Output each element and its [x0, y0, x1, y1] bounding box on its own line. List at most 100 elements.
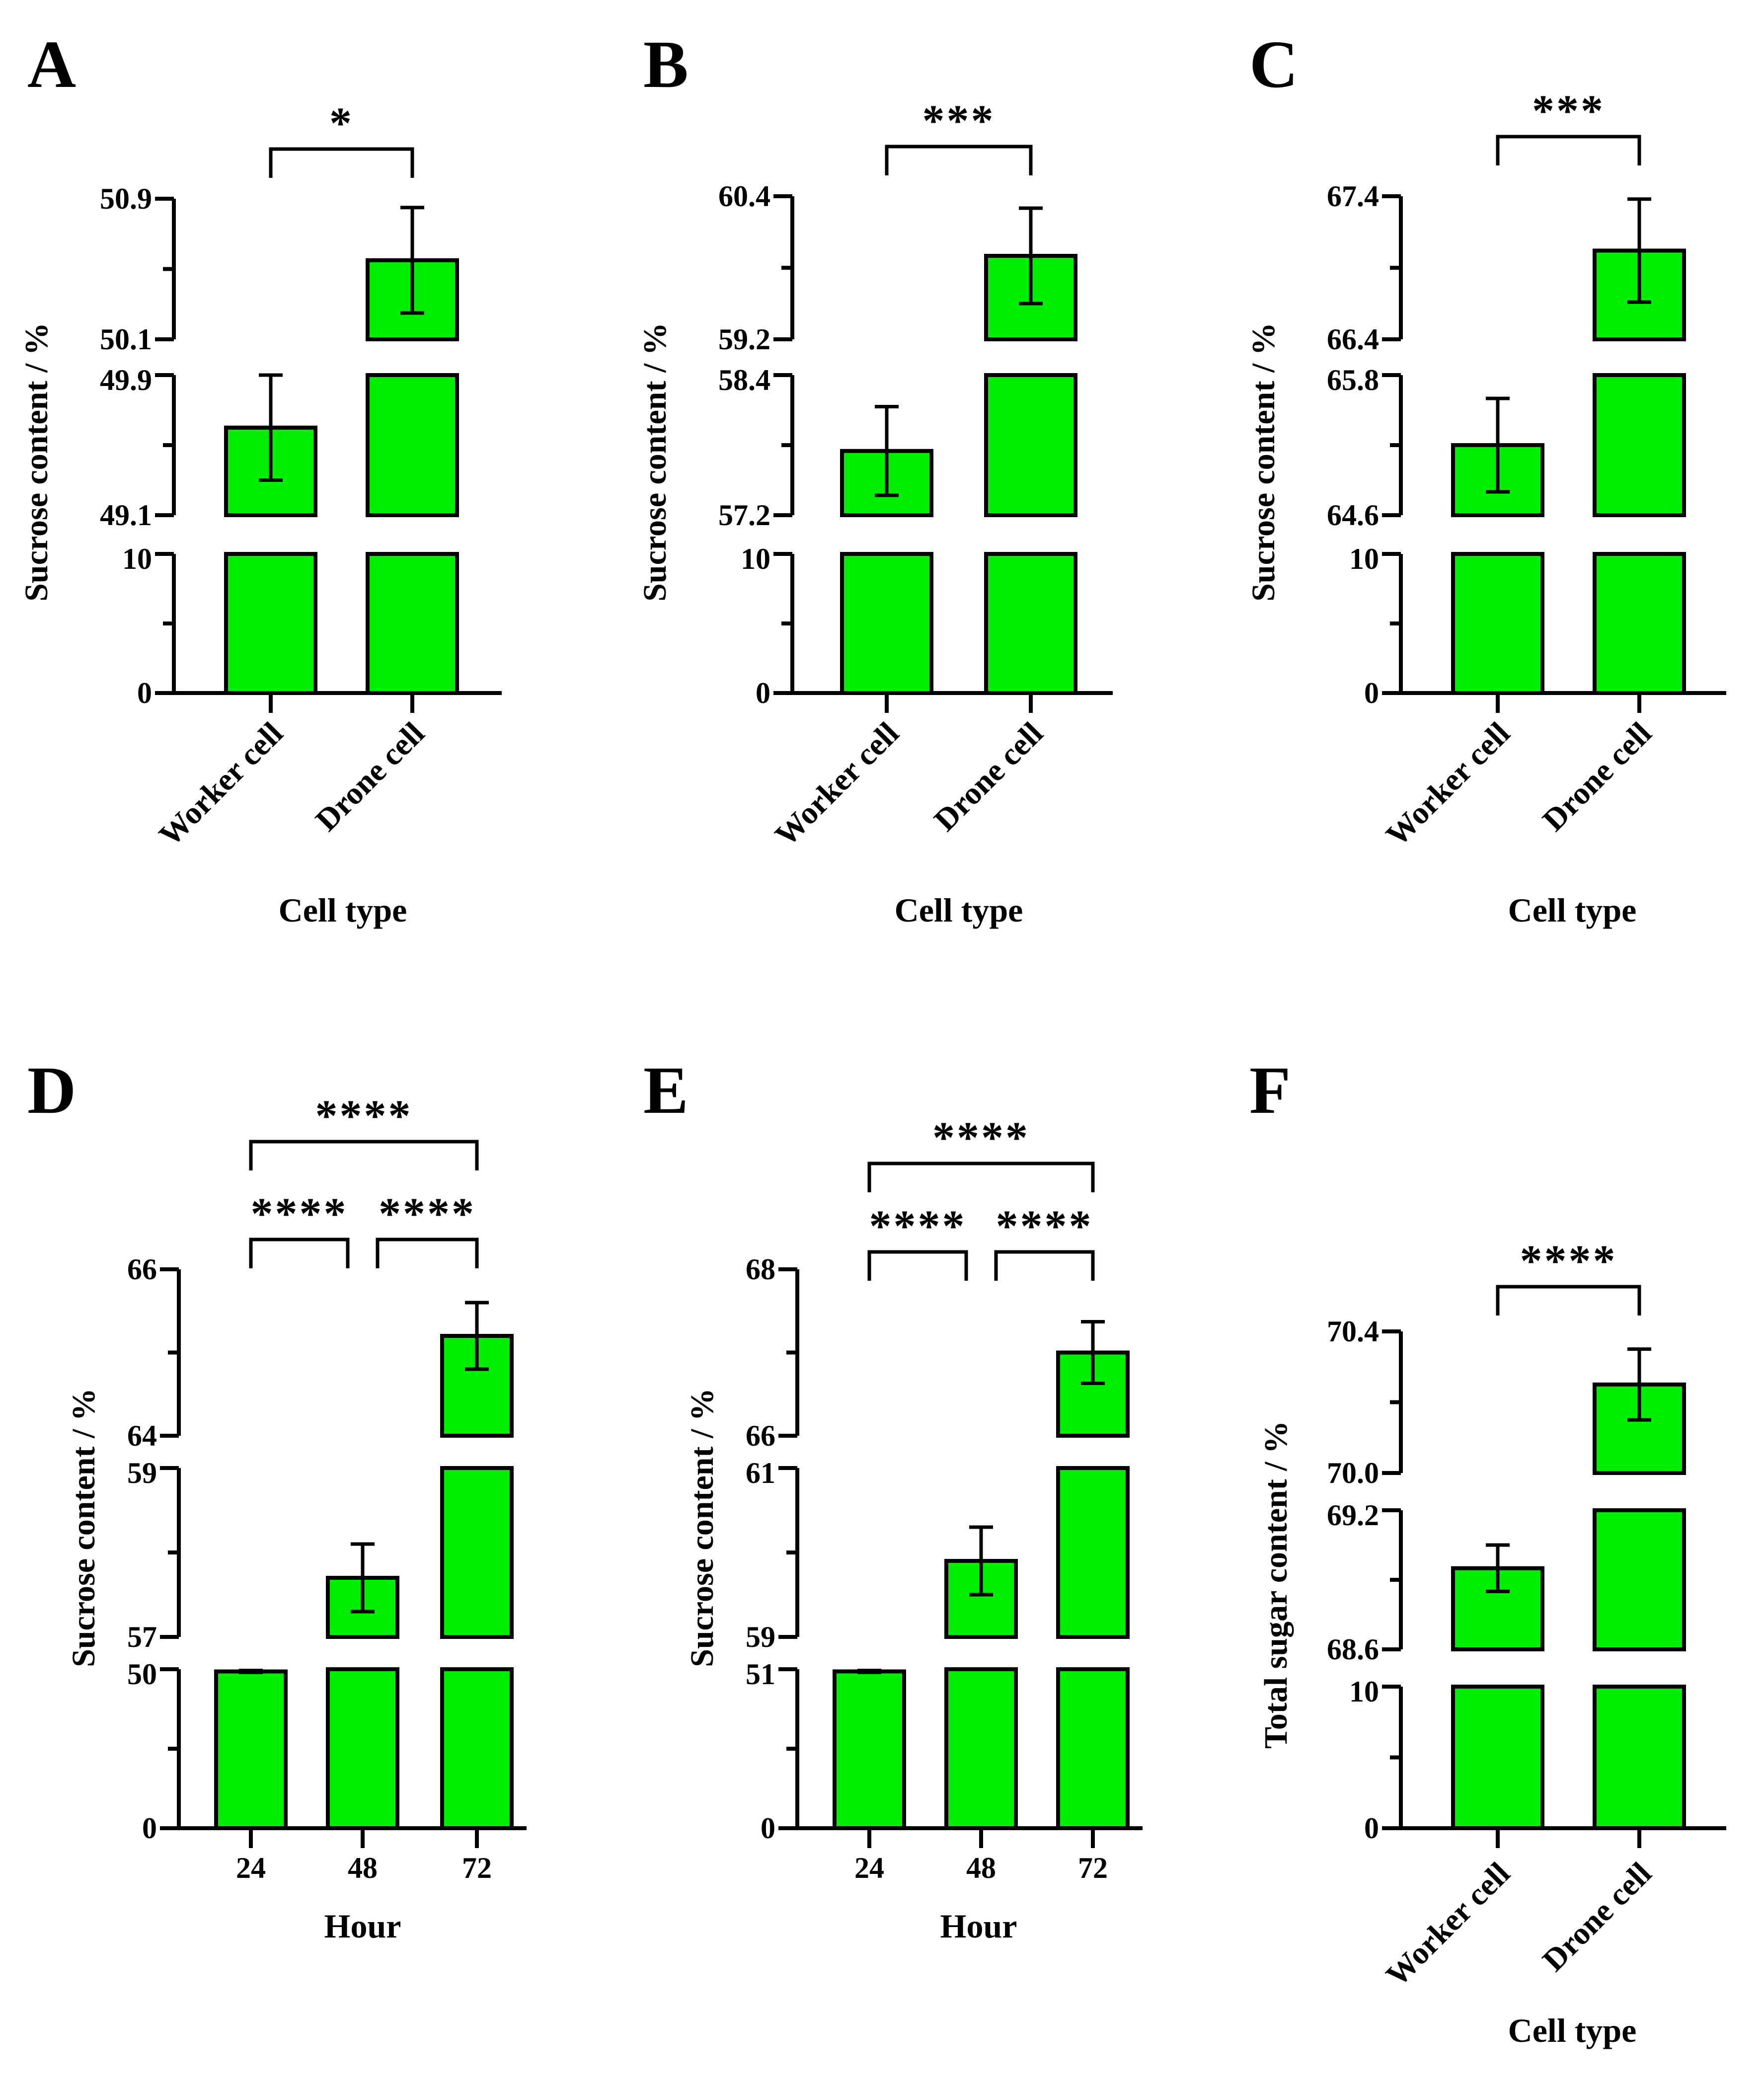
x-axis-title: Hour [940, 1907, 1017, 1945]
panel-letter: A [27, 27, 76, 102]
bar-gap [1450, 517, 1545, 552]
bar-gap [1592, 517, 1687, 552]
x-tick-label: 24 [854, 1852, 884, 1884]
significance-label: **** [996, 1202, 1093, 1251]
y-tick-label: 65.8 [1327, 364, 1379, 396]
panel-f: F 0 10 68.6 69.2 70.0 70.4 Worker cell Drone cel… [1249, 1053, 1726, 2049]
x-tick-label: Drone cell [927, 715, 1050, 838]
y-tick-label: 0 [1364, 1812, 1379, 1845]
panel-letter: E [643, 1053, 689, 1128]
y-axis-title: Total sugar content / % [1258, 1421, 1294, 1749]
y-axis: 0 10 68.6 69.2 70.0 70.4 [1327, 1315, 1403, 1845]
y-tick-label: 10 [741, 542, 770, 575]
y-tick-label: 68 [746, 1253, 775, 1286]
significance-bracket: **** [994, 1202, 1095, 1281]
x-axis-title: Hour [324, 1907, 401, 1945]
y-tick-label: 70.0 [1327, 1457, 1379, 1489]
x-tick-label: 72 [1078, 1852, 1108, 1884]
y-tick-label: 0 [756, 677, 770, 709]
significance: *** [1496, 86, 1641, 165]
bar-1 [840, 552, 933, 695]
bar-gap [839, 517, 934, 552]
error-bar [857, 1669, 881, 1674]
y-axis: 0 10 64.6 65.8 66.4 67.4 [1327, 180, 1403, 709]
x-categories: 24 48 72 [236, 1828, 492, 1884]
bars [1450, 197, 1687, 695]
bar-gap [1592, 1651, 1687, 1685]
y-tick-label: 70.4 [1327, 1315, 1379, 1348]
bracket-line [376, 1238, 479, 1268]
significance: **** [1496, 1237, 1641, 1316]
y-tick-label: 10 [1349, 542, 1379, 575]
y-tick-label: 57.2 [718, 499, 770, 532]
significance-bracket: **** [867, 1202, 968, 1281]
x-categories: Worker cell Drone cell [768, 693, 1050, 853]
significance-label: *** [922, 96, 996, 146]
significance-bracket: **** [376, 1189, 479, 1268]
y-tick-label: 64 [127, 1419, 157, 1452]
significance-bracket: *** [885, 96, 1033, 175]
y-tick-label: 10 [1349, 1675, 1379, 1708]
bracket-line [1496, 135, 1641, 165]
y-tick-label: 50 [127, 1658, 157, 1691]
significance-label: *** [1532, 86, 1605, 136]
error-bar [1486, 396, 1510, 494]
bars [839, 206, 1078, 695]
y-tick-label: 59 [746, 1621, 775, 1653]
bracket-line [885, 145, 1033, 175]
significance-label: **** [1520, 1237, 1617, 1286]
y-tick-label: 10 [122, 542, 152, 575]
bar-gap [943, 1639, 1019, 1667]
x-tick-label: 48 [348, 1852, 378, 1884]
bar-2 [326, 1667, 399, 1830]
significance-bracket: **** [867, 1113, 1095, 1192]
y-tick-label: 61 [746, 1457, 775, 1489]
error-bar [1081, 1320, 1105, 1385]
y-axis-title: Sucrose content / % [684, 1388, 720, 1667]
bars [214, 1301, 515, 1830]
significance-label: **** [932, 1113, 1030, 1162]
bracket-line [269, 147, 414, 178]
x-axis-title: Cell type [1508, 891, 1637, 929]
x-tick-label: Worker cell [1379, 1856, 1517, 1993]
bar-gap [439, 1639, 515, 1667]
panel-b: B 0 10 57.2 58.4 59.2 60.4 Worker cell Drone cel… [637, 27, 1113, 929]
y-tick-label: 59 [127, 1457, 157, 1489]
y-tick-label: 57 [127, 1621, 157, 1653]
y-axis: 0 50 57 59 64 66 [127, 1253, 181, 1845]
panel-e: E 0 51 59 61 66 68 24 48 72 Hour Sucrose content / … [643, 1053, 1143, 1945]
y-tick-label: 51 [746, 1658, 775, 1691]
bar-1 [224, 552, 317, 695]
bar-gap [1592, 341, 1687, 373]
significance-bracket: **** [249, 1189, 350, 1268]
bar-3 [440, 1466, 514, 1639]
panel-letter: F [1249, 1053, 1291, 1128]
bar-gap [1450, 1651, 1545, 1685]
x-tick-label: 72 [462, 1852, 492, 1884]
error-bar [1019, 206, 1043, 306]
x-axis-title: Cell type [895, 891, 1023, 929]
x-tick-label: 24 [236, 1852, 266, 1884]
bracket-line [867, 1250, 968, 1281]
x-tick-label: Drone cell [308, 715, 431, 838]
x-tick-label: 48 [966, 1852, 996, 1884]
significance-label: **** [251, 1189, 348, 1239]
bar-gap [1592, 1475, 1687, 1508]
bracket-line [1496, 1285, 1641, 1316]
bar-gap [325, 1639, 400, 1667]
bar-1 [1451, 1685, 1544, 1830]
bar-3 [440, 1667, 514, 1830]
bar-2 [984, 373, 1077, 517]
error-bar [239, 1669, 263, 1674]
bar-2 [1593, 1508, 1686, 1651]
bar-gap [983, 341, 1078, 373]
bars [1450, 1347, 1687, 1830]
x-categories: Worker cell Drone cell [1379, 1828, 1658, 1993]
error-bar [465, 1301, 489, 1371]
bar-2 [1593, 373, 1686, 517]
y-tick-label: 49.9 [100, 364, 152, 396]
bracket-line [994, 1250, 1095, 1281]
bracket-line [867, 1162, 1095, 1192]
bar-gap [365, 341, 460, 373]
